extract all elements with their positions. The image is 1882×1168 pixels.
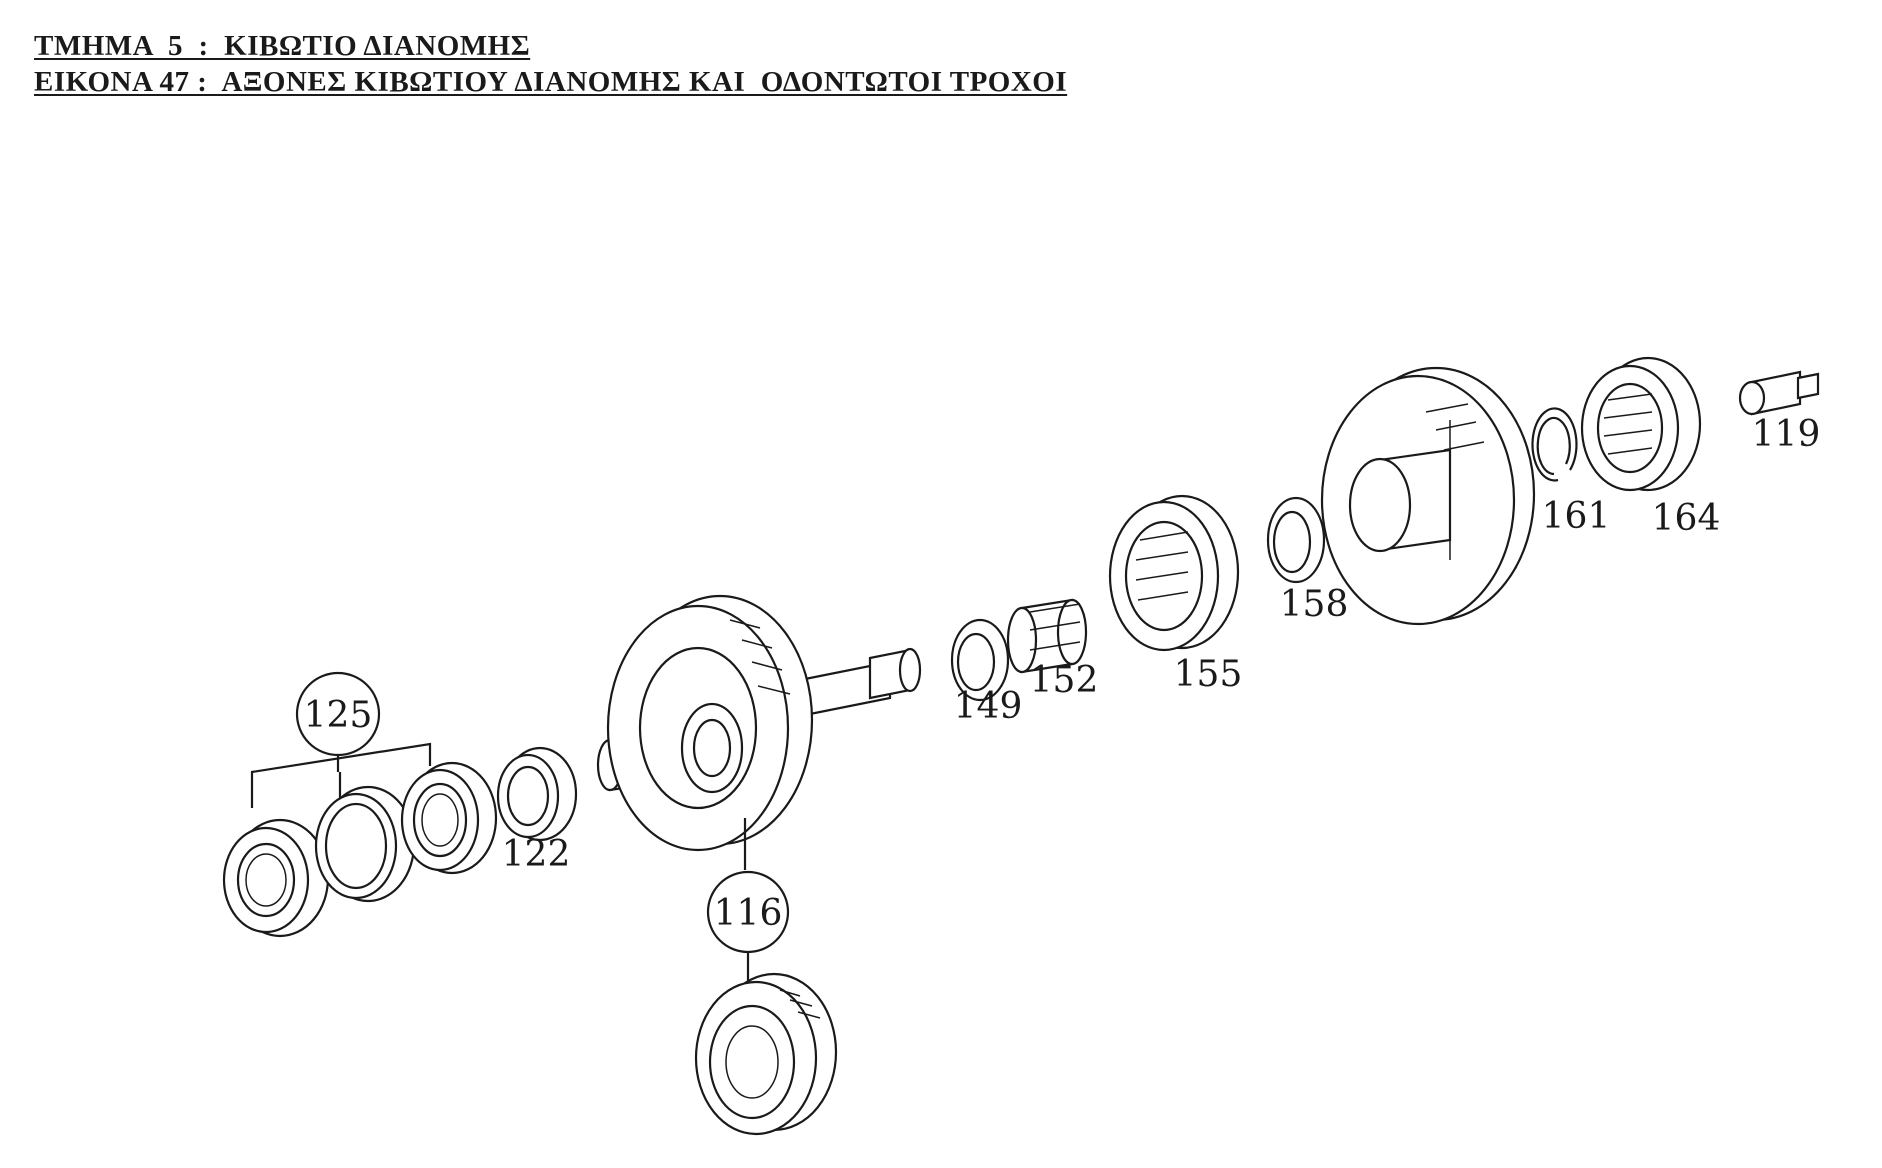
ring-middle bbox=[314, 785, 416, 903]
bearing-left bbox=[222, 818, 330, 938]
part-161: 161 bbox=[1531, 407, 1611, 537]
part-label-164: 164 bbox=[1652, 498, 1721, 539]
part-label-119: 119 bbox=[1752, 414, 1821, 455]
gear-teeth bbox=[729, 619, 791, 695]
part-label-152: 152 bbox=[1030, 660, 1099, 701]
section-title: ΤΜΗΜΑ 5 : ΚΙΒΩΤΙΟ ΔΙΑΝΟΜΗΣ bbox=[34, 30, 531, 62]
part-119: 119 bbox=[1738, 370, 1821, 455]
part-label-125: 125 bbox=[304, 695, 373, 736]
bearing-right bbox=[400, 761, 498, 875]
part-116-shaft-gear: 116 bbox=[596, 594, 922, 1136]
part-152: 152 bbox=[1006, 598, 1099, 701]
figure-title: ΕΙΚΟΝΑ 47 : ΑΞΟΝΕΣ ΚΙΒΩΤΙΟΥ ΔΙΑΝΟΜΗΣ ΚΑΙ… bbox=[34, 66, 1068, 98]
part-label-116: 116 bbox=[714, 893, 783, 934]
gear-right bbox=[1320, 366, 1536, 626]
part-label-155: 155 bbox=[1174, 654, 1243, 695]
group-bracket-125 bbox=[250, 742, 432, 808]
part-155: 155 bbox=[1108, 494, 1243, 695]
part-125-group: 125 bbox=[222, 671, 498, 938]
part-149: 149 bbox=[950, 618, 1023, 727]
synchro-hub bbox=[694, 972, 838, 1136]
part-label-122: 122 bbox=[502, 834, 571, 875]
part-label-149: 149 bbox=[954, 686, 1023, 727]
part-164: 164 bbox=[1580, 356, 1721, 539]
part-label-161: 161 bbox=[1542, 496, 1611, 537]
part-158: 158 bbox=[1266, 496, 1349, 625]
gear-face bbox=[606, 604, 790, 852]
part-label-158: 158 bbox=[1280, 584, 1349, 625]
part-122: 122 bbox=[496, 746, 578, 875]
